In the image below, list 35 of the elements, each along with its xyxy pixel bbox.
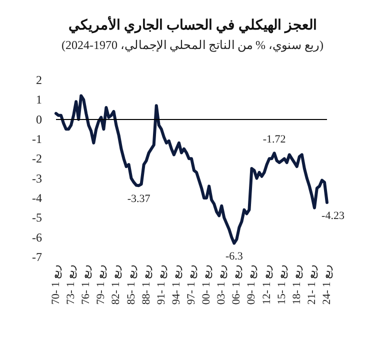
y-tick-label: 1	[36, 92, 42, 107]
y-tick-label: -1	[32, 132, 42, 146]
y-tick-label: 0	[36, 112, 42, 126]
x-tick-label: 88- 1 ربع	[140, 265, 152, 305]
x-tick-label: 79- 1 ربع	[95, 265, 108, 305]
x-tick-label: 85- 1 ربع	[125, 265, 138, 305]
x-tick-label: 76- 1 ربع	[80, 265, 92, 305]
chart-subtitle: (ربع سنوي، % من الناتج المحلي الإجمالي، 1970-2024)	[62, 38, 324, 53]
x-tick-label: 73- 1 ربع	[65, 265, 78, 305]
y-tick-label: -6	[32, 230, 42, 244]
x-tick-label: 24- 1 ربع	[321, 265, 333, 305]
x-tick-label: 00- 1 ربع	[200, 265, 213, 305]
x-tick-label: 91- 1 ربع	[155, 265, 168, 305]
x-tick-label: 94- 1 ربع	[170, 265, 182, 305]
data-label: -1.72	[262, 134, 286, 146]
data-label: -6.3	[225, 250, 244, 263]
y-tick-label: -7	[32, 250, 42, 264]
x-tick-label: 03- 1 ربع	[216, 265, 228, 305]
y-tick-label: 2	[36, 73, 42, 87]
y-tick-label: -2	[32, 152, 42, 166]
x-tick-label: 97- 1 ربع	[186, 265, 198, 305]
x-tick-label: 18- 1 ربع	[290, 265, 303, 305]
chart-title: العجز الهيكلي في الحساب الجاري الأمريكي	[68, 16, 317, 34]
data-label: -4.23	[322, 210, 345, 222]
y-tick-label: -5	[32, 210, 42, 225]
y-tick-label: -3	[32, 171, 42, 186]
x-tick-label: 12- 1 ربع	[260, 265, 273, 305]
x-tick-label: 70- 1 ربع	[50, 265, 62, 305]
x-tick-label: 06- 1 ربع	[230, 265, 243, 305]
data-label: -3.37	[127, 193, 151, 206]
x-tick-label: 09- 1 ربع	[246, 265, 258, 305]
y-tick-label: -4	[32, 191, 42, 205]
x-tick-label: 15- 1 ربع	[276, 265, 288, 305]
x-tick-label: 21- 1 ربع	[306, 265, 318, 305]
x-tick-label: 82- 1 ربع	[110, 265, 122, 305]
